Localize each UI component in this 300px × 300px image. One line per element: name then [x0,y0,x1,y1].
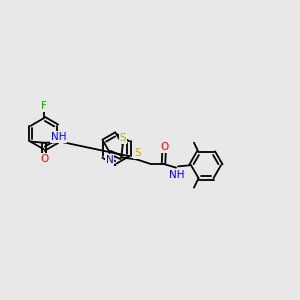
Text: S: S [119,133,126,143]
Text: S: S [134,148,141,158]
Text: N: N [106,154,114,164]
Text: O: O [40,154,48,164]
Text: NH: NH [169,170,184,180]
Text: NH: NH [51,132,66,142]
Text: O: O [160,142,168,152]
Text: F: F [41,101,47,111]
